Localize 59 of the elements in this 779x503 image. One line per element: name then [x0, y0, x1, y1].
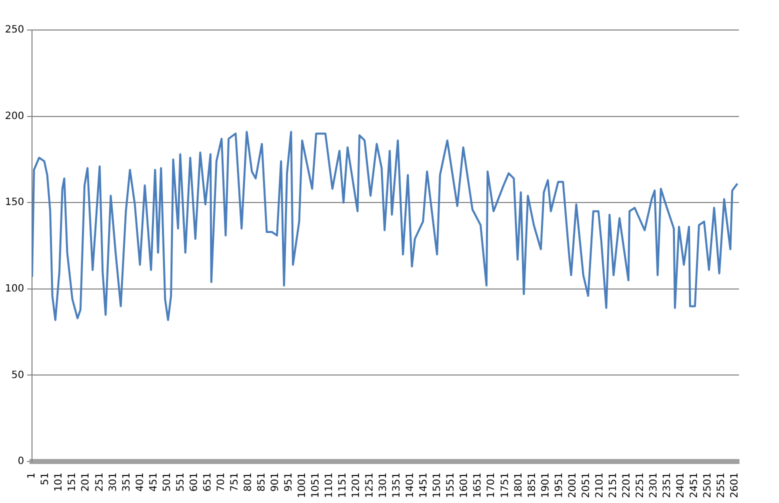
x-tick-label: 551: [175, 472, 186, 492]
x-tick-label: 1001: [297, 472, 308, 498]
y-tick-label: 200: [4, 110, 24, 122]
x-tick-label: 1801: [513, 472, 524, 498]
x-tick-label: 1751: [500, 472, 511, 498]
x-tick-label: 651: [202, 472, 214, 492]
x-tick-label: 1701: [486, 472, 498, 498]
y-tick-label: 0: [18, 456, 24, 468]
x-tick-label: 2101: [594, 472, 606, 498]
x-tick-label: 1501: [432, 472, 444, 498]
x-tick-label: 201: [80, 472, 92, 492]
x-tick-label: 951: [283, 472, 294, 492]
x-tick-label: 1351: [392, 472, 403, 498]
y-tick-label: 100: [4, 284, 24, 295]
x-tick-label: 2451: [688, 472, 700, 498]
x-tick-label: 451: [148, 472, 160, 492]
x-tick-label: 1451: [418, 472, 430, 498]
x-tick-label: 1201: [351, 472, 362, 498]
x-tick-label: 2251: [634, 472, 646, 498]
x-tick-label: 2601: [730, 472, 741, 498]
x-tick-label: 2301: [648, 472, 660, 498]
x-tick-label: 1151: [338, 472, 349, 498]
x-tick-label: 101: [54, 472, 65, 492]
x-tick-label: 351: [121, 472, 132, 492]
x-tick-label: 2001: [567, 472, 578, 498]
x-tick-label: 901: [270, 472, 281, 492]
x-tick-label: 251: [94, 472, 106, 492]
x-tick-label: 2051: [580, 472, 592, 498]
x-tick-label: 151: [67, 472, 78, 492]
x-tick-label: 851: [256, 472, 268, 492]
y-tick-label: 250: [4, 24, 24, 36]
x-tick-label: 301: [108, 472, 119, 492]
x-tick-label: 801: [242, 472, 254, 492]
x-tick-label: 1601: [459, 472, 470, 498]
x-tick-label: 2151: [608, 472, 619, 498]
x-tick-label: 1101: [324, 472, 336, 498]
y-tick-label: 50: [11, 370, 24, 381]
x-tick-label: 1051: [310, 472, 322, 498]
x-tick-label: 1901: [540, 472, 552, 498]
x-tick-label: 2401: [675, 472, 686, 498]
x-tick-label: 501: [162, 472, 173, 492]
x-tick-label: 2501: [702, 472, 714, 498]
x-tick-label: 2201: [621, 472, 632, 498]
x-tick-label: 401: [134, 472, 146, 492]
y-tick-label: 150: [4, 197, 24, 208]
x-tick-label: 1401: [405, 472, 416, 498]
x-tick-label: 601: [188, 472, 200, 492]
x-tick-label: 1251: [364, 472, 376, 498]
x-tick-label: 1651: [472, 472, 484, 498]
x-tick-label: 1851: [526, 472, 538, 498]
x-tick-label: 1551: [446, 472, 457, 498]
x-tick-label: 751: [229, 472, 240, 492]
x-tick-label: 1951: [554, 472, 565, 498]
x-tick-label: 1301: [378, 472, 390, 498]
x-tick-label: 701: [216, 472, 227, 492]
x-tick-label: 51: [40, 472, 52, 486]
x-tick-label: 2351: [662, 472, 673, 498]
x-tick-label: 2551: [716, 472, 728, 498]
x-tick-label: 1: [26, 472, 38, 479]
